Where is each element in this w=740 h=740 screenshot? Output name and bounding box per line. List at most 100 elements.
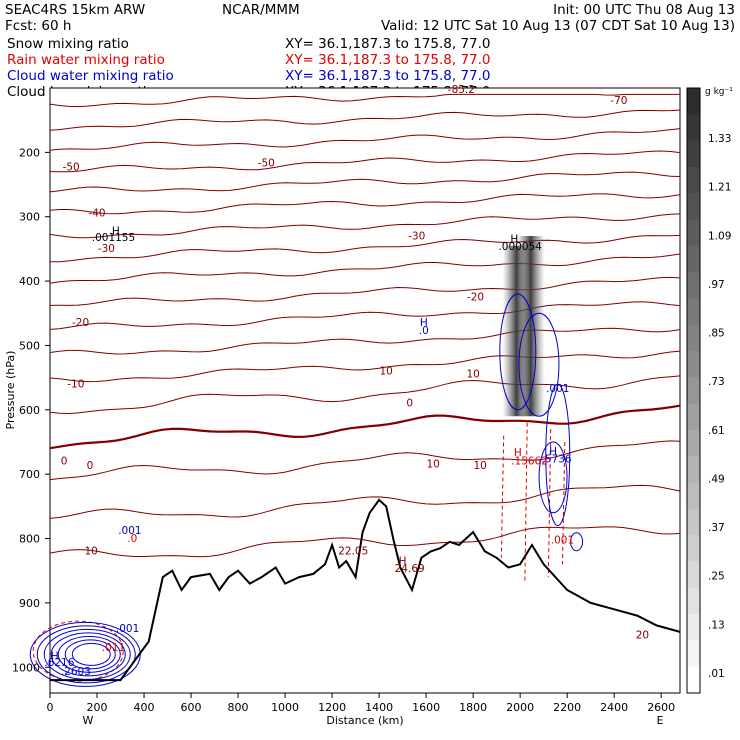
- colorbar-swatch: [687, 245, 700, 273]
- extremum-label: H: [112, 226, 120, 238]
- isotherm: [49, 301, 681, 330]
- x-axis: 0 200 400 600 800 1000 1200 1400 1600 1800 2000 220…: [47, 693, 675, 714]
- rain-contour: [561, 441, 566, 565]
- colorbar-swatch: [687, 666, 700, 694]
- temperature-label: 10: [473, 460, 486, 472]
- cloud-contour: [538, 441, 568, 514]
- isotherm: [49, 350, 681, 383]
- extremum-label: .6216: [44, 657, 74, 669]
- isotherm: [49, 193, 681, 215]
- y-tick-label: 200: [19, 146, 40, 159]
- cloud-contour: [71, 642, 111, 666]
- extremum-label: 24.69: [395, 563, 425, 575]
- rain-contour: [32, 620, 124, 682]
- isotherm: [49, 128, 681, 151]
- extremum-label: .2603: [61, 666, 91, 678]
- extremum-label: H: [514, 447, 522, 459]
- isotherm: [49, 440, 681, 481]
- x-axis-label: Distance (km): [326, 714, 403, 727]
- isotherm: [49, 150, 681, 173]
- temperature-label: 0: [406, 398, 413, 410]
- colorbar-tick-label: .13: [708, 619, 725, 631]
- field-legend-xy: XY= 36.1,187.3 to 175.8, 77.0: [285, 68, 491, 84]
- temperature-label: 10: [466, 369, 479, 381]
- forecast-hour: Fcst: 60 h: [5, 18, 71, 34]
- extremum-label: H: [549, 446, 557, 458]
- temperature-contours: [49, 93, 681, 558]
- temperature-label: 0: [61, 456, 68, 468]
- isotherm: [49, 109, 681, 131]
- colorbar-swatch: [687, 403, 700, 431]
- colorbar-frame: [686, 87, 701, 694]
- cloud-contour: [57, 635, 121, 673]
- x-tick-label: 400: [134, 701, 155, 714]
- rain-contour: [500, 435, 505, 558]
- isotherm: [49, 234, 681, 263]
- x-tick-label: 2200: [553, 701, 581, 714]
- terrain-line: [50, 498, 681, 682]
- colorbar-swatch: [687, 640, 700, 668]
- isotherm: [49, 484, 681, 519]
- x-tick-label: 0: [47, 701, 54, 714]
- x-tick-label: 2600: [647, 701, 675, 714]
- extremum-label: .5736: [542, 454, 572, 466]
- extremum-label: H: [510, 233, 518, 245]
- x-tick-label: 1200: [318, 701, 346, 714]
- colorbar-swatch: [687, 377, 700, 405]
- extremum-label: H: [399, 555, 407, 567]
- cloud-contour: [64, 639, 116, 670]
- extremum-label: .0: [127, 533, 137, 545]
- temperature-label: 10: [379, 365, 392, 377]
- x-tick-label: 2000: [506, 701, 534, 714]
- colorbar-swatch: [687, 429, 700, 457]
- temperature-label: 10: [426, 459, 439, 471]
- isotherm: [49, 526, 681, 558]
- terrain-profile: [50, 498, 681, 682]
- colorbar-swatch: [687, 140, 700, 168]
- y-tick-label: 300: [19, 211, 40, 224]
- field-legend-xy: XY= 36.1,187.3 to 175.8, 77.0: [285, 36, 491, 52]
- y-tick-label: 700: [19, 468, 40, 481]
- colorbar-tick-label: .49: [708, 473, 725, 485]
- freezing-isotherm: [49, 404, 681, 450]
- x-tick-label: 800: [228, 701, 249, 714]
- temperature-label: -20: [467, 291, 484, 303]
- colorbar-swatch: [687, 351, 700, 378]
- field-legend-label: Rain water mixing ratio: [7, 52, 165, 68]
- colorbar: 1.33 1.21 1.09 .97 .85 .73 .61 .49 .37 .25 .13 .01: [686, 87, 731, 694]
- extremum-label: .001: [116, 623, 139, 635]
- field-legend-label: Snow mixing ratio: [7, 36, 129, 52]
- colorbar-swatch: [687, 272, 700, 299]
- colorbar-swatch: [687, 561, 700, 589]
- cloud-contour: [50, 632, 126, 677]
- extremum-label: .001: [118, 525, 141, 537]
- cloud-contour: [570, 532, 584, 552]
- colorbar-swatch: [687, 587, 700, 615]
- y-axis-label: Pressure (hPa): [4, 351, 17, 430]
- cloud-water-contours: [29, 293, 584, 687]
- isotherm: [49, 276, 681, 306]
- temperature-label: -40: [88, 208, 105, 220]
- extremum-label: .15662: [511, 456, 548, 468]
- colorbar-swatch: [687, 114, 700, 142]
- snow-mixing-ratio-shading: [502, 236, 545, 417]
- isotherm: [49, 253, 681, 284]
- temperature-label: 0: [87, 460, 94, 472]
- colorbar-swatch: [687, 482, 700, 510]
- colorbar-swatch: [687, 456, 700, 484]
- extremum-label: 22.05: [338, 546, 368, 558]
- init-time: Init: 00 UTC Thu 08 Aug 13: [553, 2, 735, 18]
- colorbar-tick-label: .73: [708, 376, 725, 388]
- cloud-contour: [518, 312, 560, 417]
- colorbar-tick-label: .01: [708, 668, 725, 680]
- y-axis: 1000 900 800 700 600 500 400 300 200: [12, 146, 50, 674]
- isotherm: [49, 213, 681, 239]
- y-tick-label: 500: [19, 339, 40, 352]
- west-end-label: W: [83, 714, 94, 727]
- colorbar-swatch: [687, 193, 700, 221]
- temperature-label: -85.2: [448, 84, 475, 96]
- colorbar-swatch: [687, 614, 700, 641]
- colorbar-swatch: [687, 298, 700, 326]
- extremum-label: .000054: [498, 241, 542, 253]
